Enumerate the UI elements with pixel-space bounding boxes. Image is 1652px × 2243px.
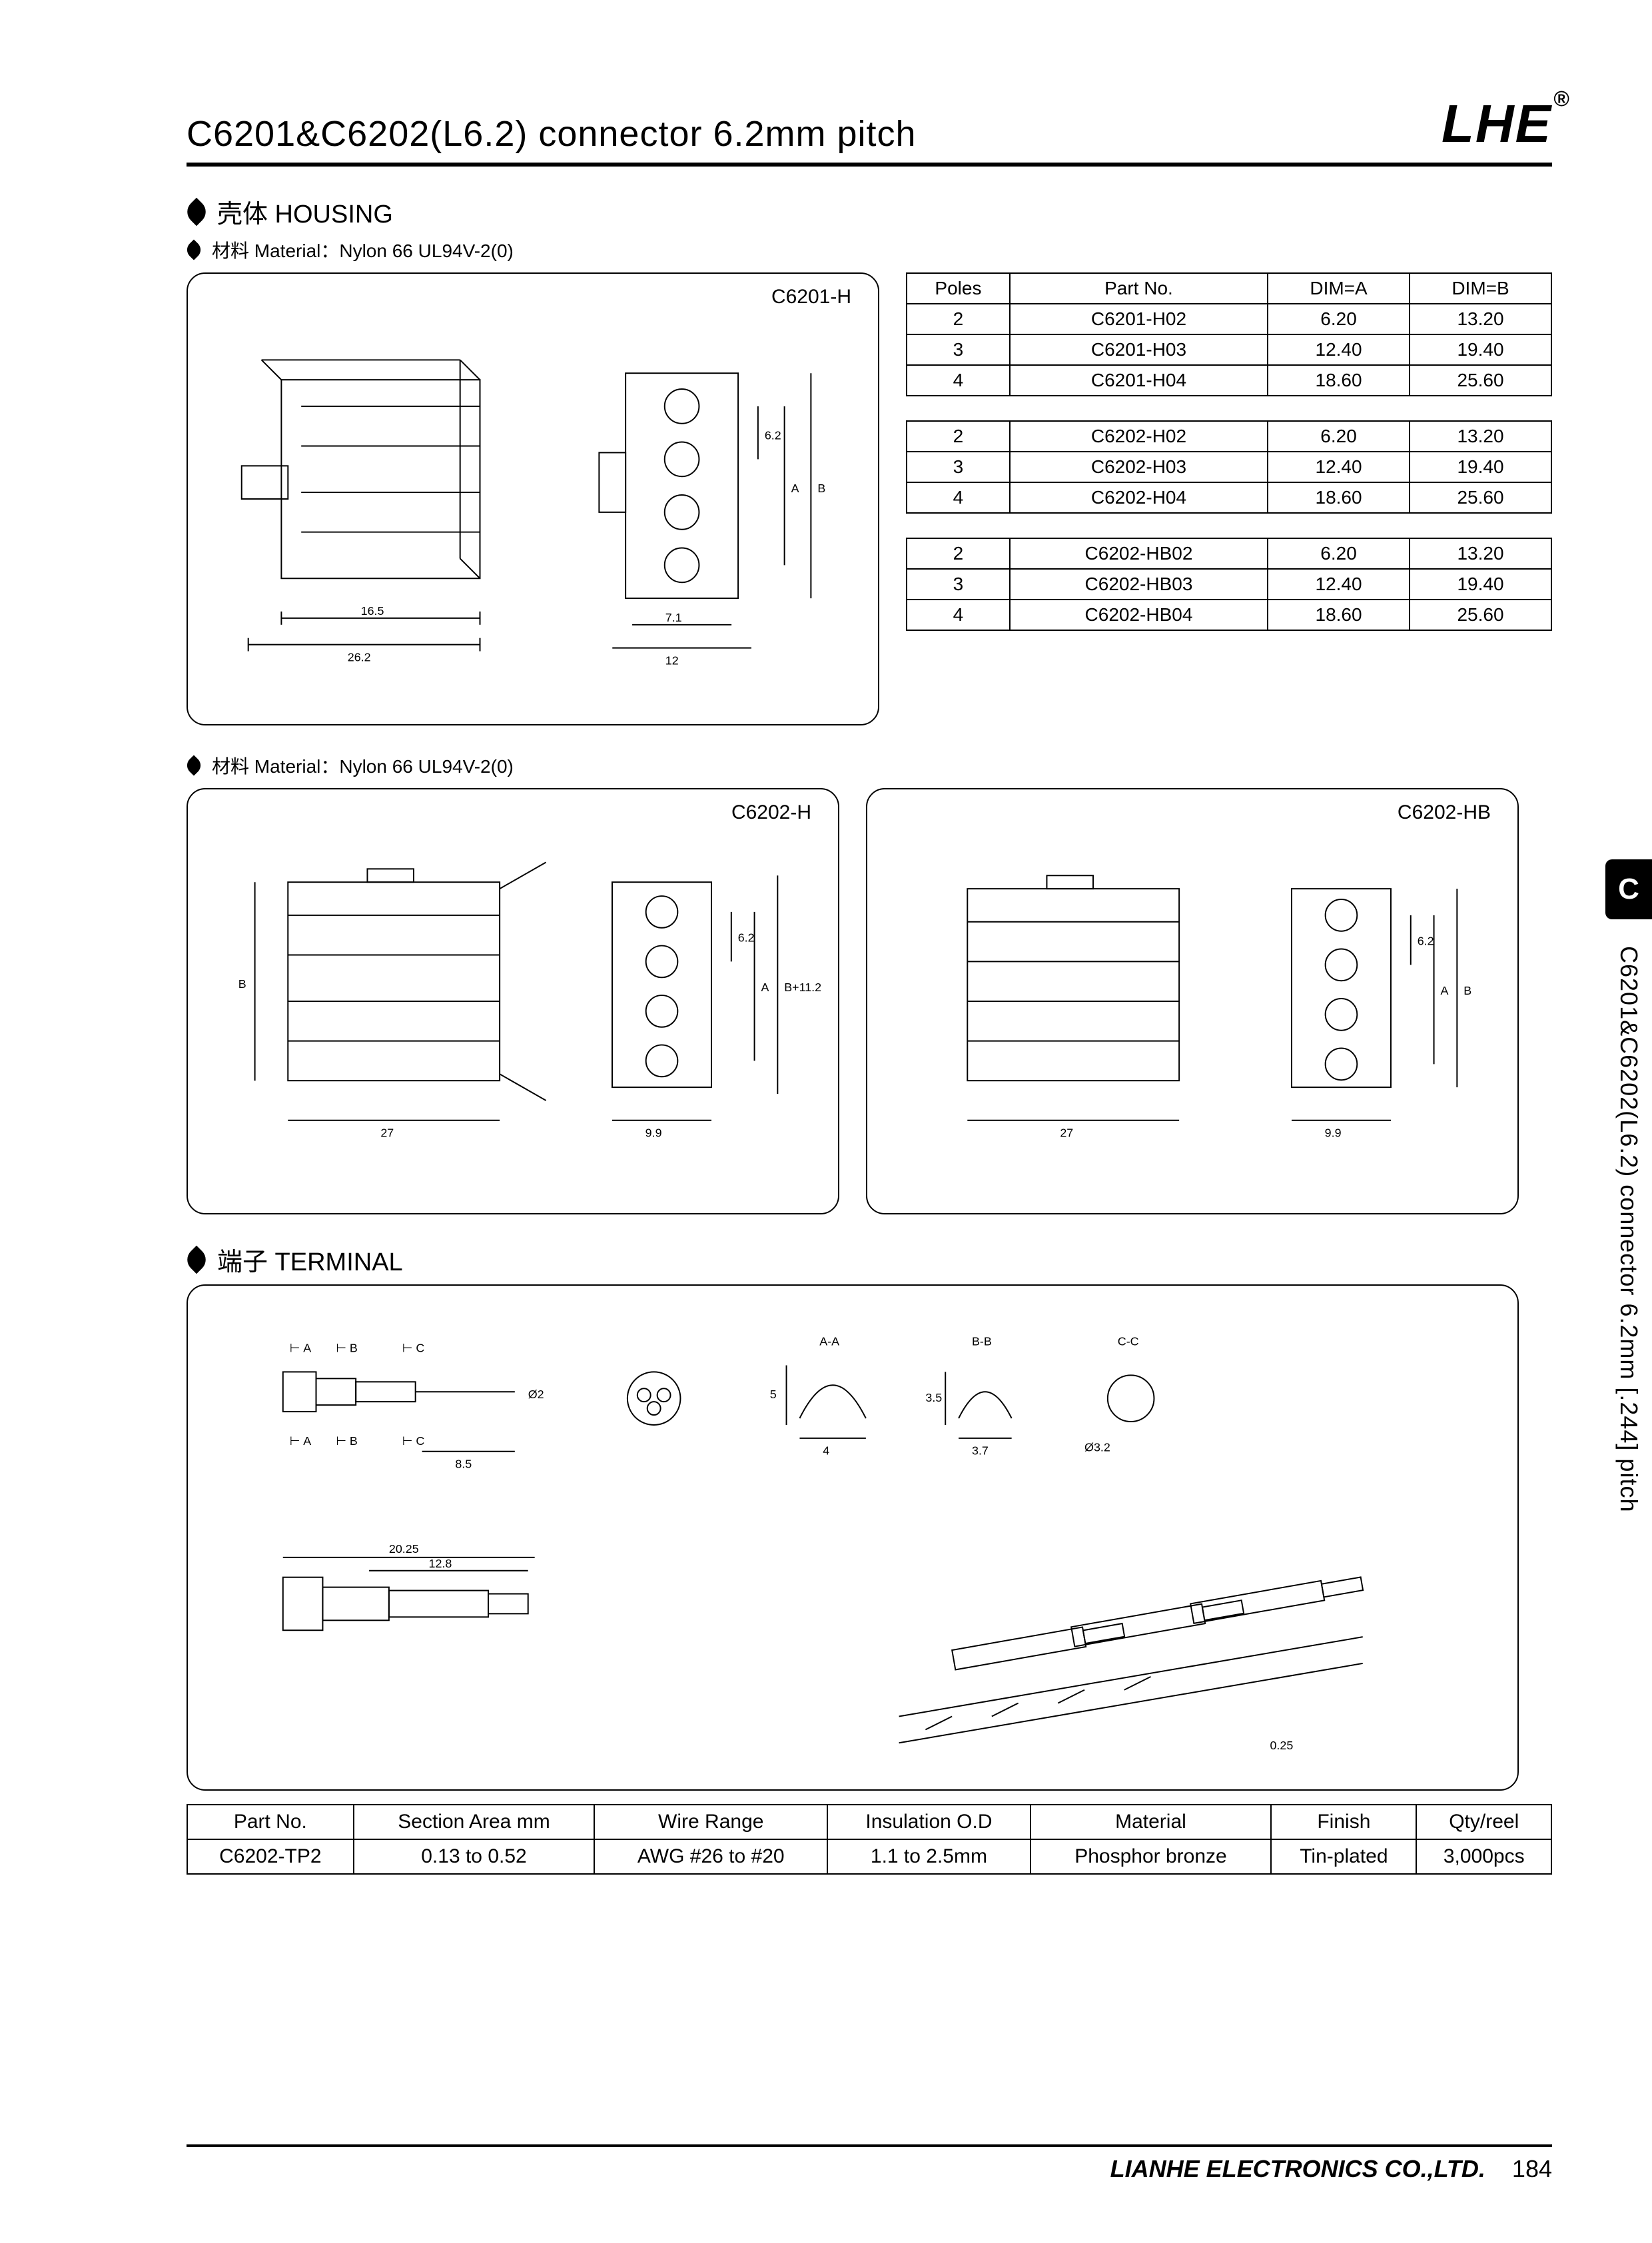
svg-text:9.9: 9.9	[1325, 1126, 1342, 1140]
svg-text:A: A	[761, 981, 769, 994]
svg-text:5: 5	[770, 1388, 777, 1401]
svg-text:⊢ C: ⊢ C	[402, 1342, 425, 1355]
svg-text:⊢ B: ⊢ B	[336, 1342, 358, 1355]
dim-table-2: 2C6202-H026.2013.20 3C6202-H0312.4019.40…	[906, 420, 1552, 514]
svg-text:12: 12	[665, 654, 679, 667]
leaf-icon	[183, 1245, 210, 1273]
section-housing: 壳体 HOUSING	[187, 193, 1552, 230]
svg-text:3.5: 3.5	[925, 1391, 942, 1404]
svg-text:⊢ C: ⊢ C	[402, 1434, 425, 1448]
drawing-terminal: ⊢ A ⊢ B ⊢ C ⊢ A ⊢ B ⊢ C 8.5 Ø2 A-A 5 4 B…	[187, 1284, 1519, 1791]
svg-text:0.25: 0.25	[1270, 1739, 1294, 1752]
dim-table-3: 2C6202-HB026.2013.20 3C6202-HB0312.4019.…	[906, 538, 1552, 631]
page-number: 184	[1512, 2155, 1552, 2183]
svg-text:⊢ B: ⊢ B	[336, 1434, 358, 1448]
page-footer: LIANHE ELECTRONICS CO.,LTD. 184	[187, 2144, 1552, 2183]
brand-logo: LHE®	[1442, 93, 1552, 155]
svg-text:Ø3.2: Ø3.2	[1084, 1441, 1110, 1454]
svg-text:B+11.2: B+11.2	[784, 981, 821, 994]
svg-text:4: 4	[823, 1444, 829, 1458]
th: DIM=B	[1410, 273, 1551, 304]
svg-text:B: B	[1463, 984, 1471, 997]
section-terminal-title: 端子 TERMINAL	[217, 1241, 403, 1278]
company-name: LIANHE ELECTRONICS CO.,LTD.	[1110, 2155, 1485, 2183]
schematic-terminal: ⊢ A ⊢ B ⊢ C ⊢ A ⊢ B ⊢ C 8.5 Ø2 A-A 5 4 B…	[201, 1299, 1504, 1776]
svg-text:20.25: 20.25	[389, 1542, 419, 1556]
logo-mark: ®	[1553, 87, 1571, 111]
material-text: 材料 Material：Nylon 66 UL94V-2(0)	[212, 752, 514, 779]
th: Poles	[907, 273, 1010, 304]
side-text: C6201&C6202(L6.2) connector 6.2mm [.244]…	[1615, 946, 1643, 1512]
section-terminal: 端子 TERMINAL	[187, 1241, 1552, 1278]
dim-table-1: Poles Part No. DIM=A DIM=B 2C6201-H026.2…	[906, 272, 1552, 396]
svg-text:27: 27	[1060, 1126, 1073, 1140]
page-title: C6201&C6202(L6.2) connector 6.2mm pitch	[187, 113, 917, 155]
svg-text:B: B	[817, 482, 825, 495]
logo-text: LHE	[1442, 94, 1552, 153]
svg-text:A: A	[791, 482, 799, 495]
svg-text:B: B	[238, 977, 246, 991]
drawing-label: C6201-H	[771, 286, 851, 308]
leaf-icon	[183, 239, 204, 260]
svg-text:A-A: A-A	[819, 1335, 839, 1348]
svg-text:26.2: 26.2	[348, 650, 371, 664]
schematic-c6202h: B 27 6.2 A B+11.2 9.9	[201, 803, 825, 1200]
schematic-c6201h: 16.5 26.2 6.2 A B 7.1 12	[201, 287, 865, 711]
row-housing-1: C6201-H 16.5 26.2 6.2 A	[187, 272, 1552, 725]
row-housing-2: C6202-H B 27 6.2 A B+11.2 9.9 C	[187, 788, 1552, 1214]
drawing-c6202h: C6202-H B 27 6.2 A B+11.2 9.9	[187, 788, 839, 1214]
svg-text:12.8: 12.8	[429, 1557, 452, 1570]
svg-text:8.5: 8.5	[455, 1458, 472, 1471]
svg-text:Ø2: Ø2	[528, 1388, 544, 1401]
svg-text:6.2: 6.2	[765, 429, 781, 442]
leaf-icon	[183, 197, 210, 225]
dim-tables-col: Poles Part No. DIM=A DIM=B 2C6201-H026.2…	[906, 272, 1552, 725]
svg-text:A: A	[1441, 984, 1449, 997]
svg-text:B-B: B-B	[972, 1335, 992, 1348]
svg-text:27: 27	[380, 1126, 394, 1140]
drawing-c6201h: C6201-H 16.5 26.2 6.2 A	[187, 272, 879, 725]
svg-text:7.1: 7.1	[665, 611, 682, 624]
th: DIM=A	[1268, 273, 1410, 304]
svg-text:9.9: 9.9	[645, 1126, 662, 1140]
material-line-2: 材料 Material：Nylon 66 UL94V-2(0)	[187, 752, 1552, 779]
drawing-label: C6202-H	[731, 801, 811, 824]
leaf-icon	[183, 755, 204, 775]
svg-text:⊢ A: ⊢ A	[290, 1434, 312, 1448]
svg-text:6.2: 6.2	[738, 931, 755, 945]
side-tab: C	[1605, 859, 1652, 919]
spec-table: Part No. Section Area mm Wire Range Insu…	[187, 1804, 1552, 1875]
page-header: C6201&C6202(L6.2) connector 6.2mm pitch …	[187, 93, 1552, 167]
material-line-1: 材料 Material：Nylon 66 UL94V-2(0)	[187, 236, 1552, 263]
th: Part No.	[1010, 273, 1268, 304]
drawing-label: C6202-HB	[1398, 801, 1491, 824]
section-housing-title: 壳体 HOUSING	[217, 193, 393, 230]
material-text: 材料 Material：Nylon 66 UL94V-2(0)	[212, 236, 514, 263]
svg-text:C-C: C-C	[1118, 1335, 1139, 1348]
svg-text:16.5: 16.5	[361, 604, 384, 618]
schematic-c6202hb: 27 6.2 A B 9.9	[881, 803, 1504, 1200]
svg-text:6.2: 6.2	[1418, 935, 1434, 948]
drawing-c6202hb: C6202-HB 27 6.2 A B 9.9	[866, 788, 1519, 1214]
svg-text:⊢ A: ⊢ A	[290, 1342, 312, 1355]
svg-text:3.7: 3.7	[972, 1444, 989, 1458]
